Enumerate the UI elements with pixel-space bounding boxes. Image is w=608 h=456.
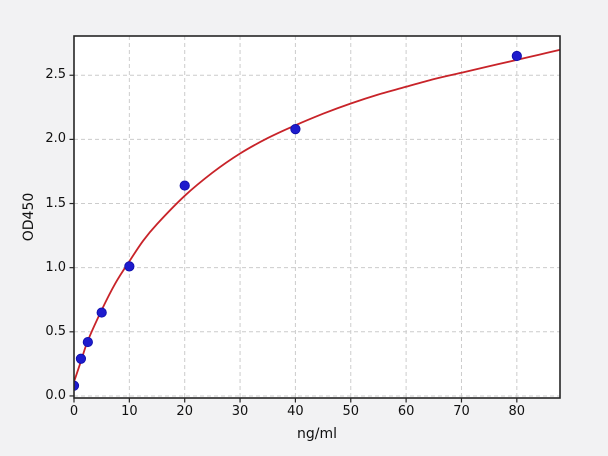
- data-point-marker: [96, 307, 107, 318]
- fit-curve-path: [74, 48, 560, 383]
- x-tick-label: 70: [453, 404, 470, 419]
- data-point-marker: [82, 336, 93, 348]
- y-tick-label: 0.0: [45, 387, 66, 403]
- x-tick-label: 80: [508, 404, 526, 419]
- data-point-marker: [124, 261, 135, 272]
- x-tick-label: 10: [121, 404, 138, 419]
- x-tick-label: 40: [287, 404, 304, 419]
- data-point-marker: [290, 124, 301, 135]
- y-tick-label: 2.0: [45, 131, 66, 147]
- x-tick-label: 30: [231, 404, 249, 419]
- y-tick-label: 2.5: [45, 67, 66, 83]
- x-axis-title: ng/ml: [296, 426, 338, 442]
- y-tick-label: 0.5: [45, 323, 66, 339]
- x-tick-label: 60: [397, 404, 415, 419]
- axes-spines: [73, 35, 561, 399]
- x-tick-label: 20: [176, 404, 193, 419]
- y-tick-label: 1.5: [45, 195, 66, 211]
- data-point-marker: [179, 180, 190, 191]
- y-axis-title: OD450: [21, 192, 37, 242]
- plot-area: [74, 36, 560, 398]
- x-tick-label: 50: [342, 404, 360, 419]
- x-tick-label: 0: [69, 404, 79, 419]
- data-point-marker: [75, 353, 87, 364]
- y-tick-label: 1.0: [45, 259, 66, 275]
- data-point-marker: [511, 50, 522, 62]
